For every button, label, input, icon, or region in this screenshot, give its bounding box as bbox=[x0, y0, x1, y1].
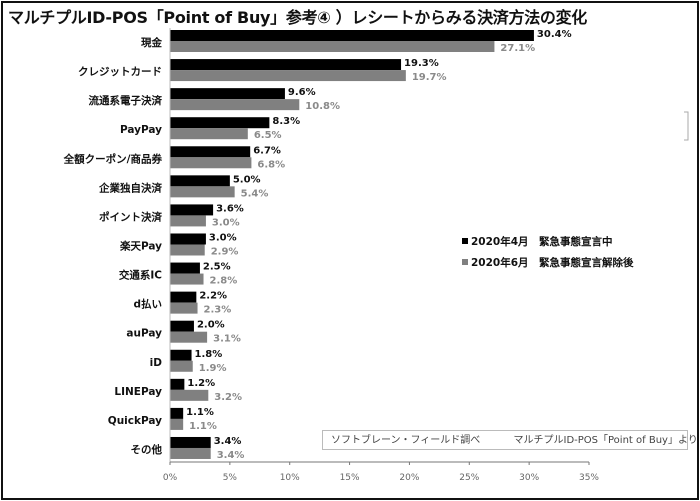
data-label: 3.2% bbox=[214, 392, 242, 403]
category-label: 楽天Pay bbox=[119, 239, 162, 252]
data-label: 3.4% bbox=[217, 450, 245, 461]
source-left: ソフトブレーン・フィールド調べ bbox=[331, 435, 481, 446]
data-label: 10.8% bbox=[305, 101, 340, 112]
data-label: 2.2% bbox=[199, 291, 227, 302]
x-tick-label: 25% bbox=[459, 473, 479, 483]
source-right: マルチプルID-POS「Point of Buy」より bbox=[513, 435, 698, 446]
data-label: 2.0% bbox=[197, 320, 225, 331]
bar bbox=[170, 447, 211, 459]
data-label: 8.3% bbox=[272, 116, 300, 127]
bracket-decoration bbox=[684, 111, 689, 141]
category-label: 現金 bbox=[141, 36, 162, 49]
bar bbox=[170, 128, 248, 140]
bar bbox=[170, 30, 534, 41]
category-label: ポイント決済 bbox=[99, 210, 162, 223]
bar bbox=[170, 99, 300, 111]
data-label: 3.6% bbox=[216, 203, 244, 214]
bar bbox=[170, 262, 200, 274]
category-label: その他 bbox=[131, 443, 163, 456]
bar bbox=[170, 291, 197, 303]
data-label: 6.7% bbox=[253, 145, 281, 156]
data-label: 6.8% bbox=[257, 159, 285, 170]
category-label: auPay bbox=[126, 328, 162, 340]
data-label: 1.2% bbox=[187, 378, 215, 389]
data-label: 27.1% bbox=[500, 43, 535, 54]
bar bbox=[170, 418, 184, 430]
data-label: 1.9% bbox=[199, 363, 227, 374]
data-label: 9.6% bbox=[288, 87, 316, 98]
legend-label: 2020年4月 緊急事態宣言中 bbox=[471, 235, 613, 248]
x-tick-label: 5% bbox=[223, 473, 238, 483]
legend-swatch bbox=[462, 259, 468, 265]
data-label: 3.0% bbox=[209, 232, 237, 243]
bar bbox=[170, 70, 406, 82]
category-label: LINEPay bbox=[114, 386, 162, 398]
data-label: 5.4% bbox=[241, 188, 269, 199]
data-label: 2.3% bbox=[204, 305, 232, 316]
x-tick-label: 30% bbox=[519, 473, 539, 483]
data-label: 19.3% bbox=[404, 58, 439, 69]
category-label: d払い bbox=[133, 298, 162, 311]
x-tick-label: 35% bbox=[579, 473, 599, 483]
category-label: PayPay bbox=[120, 124, 162, 136]
bar bbox=[170, 146, 251, 158]
data-label: 2.5% bbox=[203, 262, 231, 273]
bar bbox=[170, 186, 235, 198]
bar bbox=[170, 233, 206, 245]
data-label: 2.8% bbox=[210, 276, 238, 287]
category-label: QuickPay bbox=[108, 415, 162, 427]
bar bbox=[170, 389, 209, 401]
bar bbox=[170, 117, 270, 129]
bar bbox=[170, 41, 495, 52]
bar bbox=[170, 59, 402, 71]
data-label: 19.7% bbox=[412, 72, 447, 83]
bar bbox=[170, 302, 198, 314]
legend-swatch bbox=[462, 238, 468, 244]
bar bbox=[170, 88, 285, 100]
bar bbox=[170, 436, 211, 448]
category-label: 企業独自決済 bbox=[98, 181, 162, 194]
category-label: 流通系電子決済 bbox=[89, 94, 163, 107]
bar bbox=[170, 244, 205, 256]
bar bbox=[170, 215, 206, 227]
bar bbox=[170, 157, 252, 169]
category-label: クレジットカード bbox=[78, 66, 162, 78]
data-label: 3.1% bbox=[213, 334, 241, 345]
data-label: 6.5% bbox=[254, 130, 282, 141]
data-label: 5.0% bbox=[233, 174, 261, 185]
data-label: 30.4% bbox=[537, 29, 572, 40]
bar bbox=[170, 320, 194, 332]
legend-label: 2020年6月 緊急事態宣言解除後 bbox=[471, 256, 634, 269]
data-label: 1.1% bbox=[186, 407, 214, 418]
bar bbox=[170, 204, 214, 216]
data-label: 1.8% bbox=[195, 349, 223, 360]
category-label: 全額クーポン/商品券 bbox=[63, 152, 163, 165]
bar bbox=[170, 331, 208, 343]
x-tick-label: 20% bbox=[399, 473, 419, 483]
bar bbox=[170, 407, 184, 419]
x-tick-label: 0% bbox=[163, 473, 178, 483]
data-label: 3.4% bbox=[214, 436, 242, 447]
x-tick-label: 10% bbox=[280, 473, 300, 483]
category-label: iD bbox=[150, 357, 163, 369]
bar bbox=[170, 360, 193, 372]
category-label: 交通系IC bbox=[119, 269, 162, 282]
source-note: ソフトブレーン・フィールド調べ マルチプルID-POS「Point of Buy… bbox=[322, 430, 698, 450]
data-label: 1.1% bbox=[189, 421, 217, 432]
bar bbox=[170, 175, 230, 187]
bar bbox=[170, 349, 192, 361]
data-label: 3.0% bbox=[212, 217, 240, 228]
bar bbox=[170, 273, 204, 285]
bar bbox=[170, 378, 185, 390]
data-label: 2.9% bbox=[211, 246, 239, 257]
chart-title: マルチプルID-POS「Point of Buy」参考④ ）レシートからみる決済… bbox=[8, 8, 587, 27]
x-tick-label: 15% bbox=[340, 473, 360, 483]
